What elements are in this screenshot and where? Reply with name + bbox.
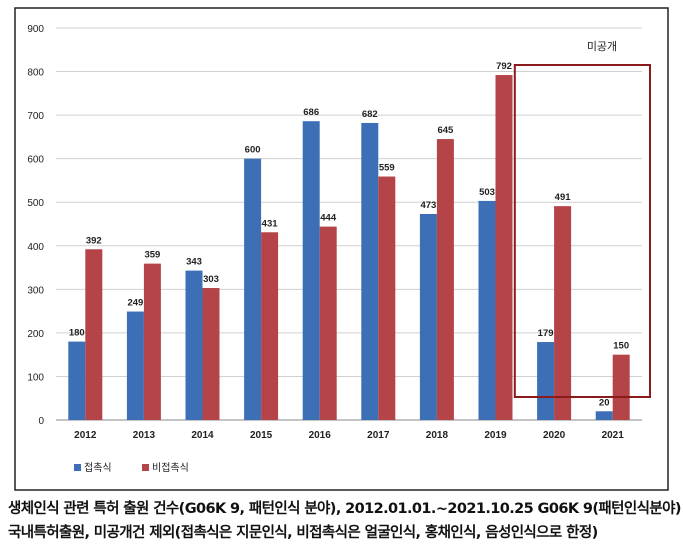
bar-contactless xyxy=(85,249,103,420)
data-label: 559 xyxy=(379,163,395,174)
x-tick-label: 2021 xyxy=(602,430,625,441)
y-tick-label: 700 xyxy=(27,111,44,122)
x-tick-label: 2014 xyxy=(191,430,214,441)
data-label: 392 xyxy=(86,235,102,246)
bar-contactless xyxy=(612,354,630,420)
data-label: 503 xyxy=(479,187,495,198)
data-label: 249 xyxy=(127,298,143,309)
y-tick-label: 600 xyxy=(27,155,44,166)
x-tick-label: 2020 xyxy=(543,430,566,441)
bar-contact xyxy=(185,270,203,420)
data-label: 20 xyxy=(599,397,610,408)
x-tick-label: 2016 xyxy=(309,430,332,441)
data-label: 645 xyxy=(437,125,454,136)
unpublished-label: 미공개 xyxy=(587,40,617,53)
bar-contact xyxy=(244,158,262,420)
data-label: 686 xyxy=(303,107,319,118)
x-tick-label: 2018 xyxy=(426,430,449,441)
caption-line-2: 국내특허출원, 미공개건 제외(접촉식은 지문인식, 비접촉식은 얼굴인식, 홍… xyxy=(8,525,598,541)
caption-line-1: 생체인식 관련 특허 출원 건수(G06K 9, 패턴인식 분야), 2012.… xyxy=(8,501,681,517)
bar-contact xyxy=(68,341,86,420)
bar-contactless xyxy=(319,226,337,420)
data-label: 491 xyxy=(555,192,572,203)
bar-contact xyxy=(419,213,437,420)
data-label: 431 xyxy=(262,218,279,229)
y-tick-label: 800 xyxy=(27,68,44,79)
bar-contact xyxy=(126,311,144,420)
data-label: 444 xyxy=(320,213,337,224)
y-tick-label: 900 xyxy=(27,24,44,35)
bar-contactless xyxy=(495,75,513,420)
data-label: 473 xyxy=(420,200,436,211)
y-tick-label: 200 xyxy=(27,329,44,340)
x-tick-label: 2015 xyxy=(250,430,273,441)
data-label: 150 xyxy=(613,341,629,352)
bar-contactless xyxy=(378,176,396,420)
data-label: 343 xyxy=(186,257,202,268)
legend-label: 비접촉식 xyxy=(152,462,189,474)
bar-contactless xyxy=(261,232,279,420)
x-tick-label: 2019 xyxy=(484,430,507,441)
data-label: 359 xyxy=(144,250,160,261)
y-tick-label: 0 xyxy=(38,416,44,427)
y-tick-label: 100 xyxy=(27,372,44,383)
bar-contactless xyxy=(554,206,572,420)
x-tick-label: 2013 xyxy=(133,430,156,441)
bar-contactless xyxy=(436,139,454,421)
data-label: 682 xyxy=(362,109,378,120)
y-tick-label: 400 xyxy=(27,242,44,253)
bar-contact xyxy=(595,411,613,420)
bar-contactless xyxy=(202,288,220,420)
legend-swatch xyxy=(74,464,81,471)
unpublished-highlight-box xyxy=(513,64,651,398)
bar-contact xyxy=(537,342,555,420)
bar-contact xyxy=(361,122,379,420)
bar-contactless xyxy=(143,263,161,420)
data-label: 303 xyxy=(203,274,219,285)
data-label: 792 xyxy=(496,61,512,72)
y-tick-label: 300 xyxy=(27,285,44,296)
data-label: 179 xyxy=(538,328,554,339)
bar-contact xyxy=(478,200,496,420)
x-tick-label: 2012 xyxy=(74,430,97,441)
data-label: 180 xyxy=(69,328,85,339)
x-tick-label: 2017 xyxy=(367,430,390,441)
data-label: 600 xyxy=(245,145,261,156)
legend-swatch xyxy=(142,464,149,471)
bar-contact xyxy=(302,121,320,420)
y-tick-label: 500 xyxy=(27,198,44,209)
legend-label: 접촉식 xyxy=(84,462,112,474)
